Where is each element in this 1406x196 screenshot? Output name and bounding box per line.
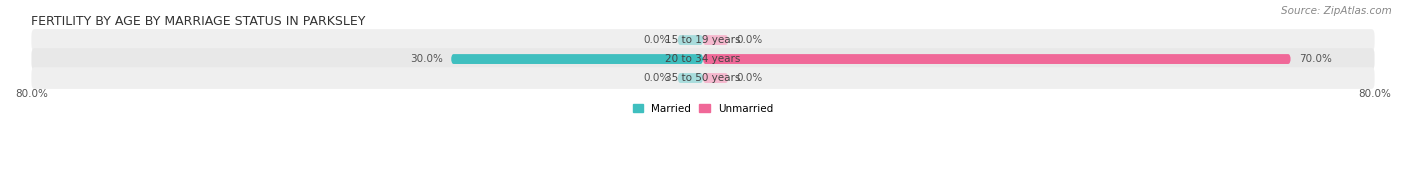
Text: FERTILITY BY AGE BY MARRIAGE STATUS IN PARKSLEY: FERTILITY BY AGE BY MARRIAGE STATUS IN P…: [31, 15, 366, 28]
Text: 30.0%: 30.0%: [411, 54, 443, 64]
FancyBboxPatch shape: [31, 67, 1375, 89]
FancyBboxPatch shape: [451, 54, 703, 64]
Text: 0.0%: 0.0%: [737, 73, 763, 83]
Text: 0.0%: 0.0%: [643, 35, 669, 45]
FancyBboxPatch shape: [31, 29, 1375, 51]
FancyBboxPatch shape: [703, 35, 728, 45]
Legend: Married, Unmarried: Married, Unmarried: [633, 104, 773, 114]
FancyBboxPatch shape: [703, 73, 728, 83]
FancyBboxPatch shape: [703, 54, 1291, 64]
Text: 70.0%: 70.0%: [1299, 54, 1331, 64]
Text: Source: ZipAtlas.com: Source: ZipAtlas.com: [1281, 6, 1392, 16]
Text: 0.0%: 0.0%: [643, 73, 669, 83]
Text: 35 to 50 years: 35 to 50 years: [665, 73, 741, 83]
FancyBboxPatch shape: [31, 48, 1375, 70]
Text: 0.0%: 0.0%: [737, 35, 763, 45]
Text: 20 to 34 years: 20 to 34 years: [665, 54, 741, 64]
FancyBboxPatch shape: [678, 73, 703, 83]
FancyBboxPatch shape: [678, 35, 703, 45]
Text: 15 to 19 years: 15 to 19 years: [665, 35, 741, 45]
